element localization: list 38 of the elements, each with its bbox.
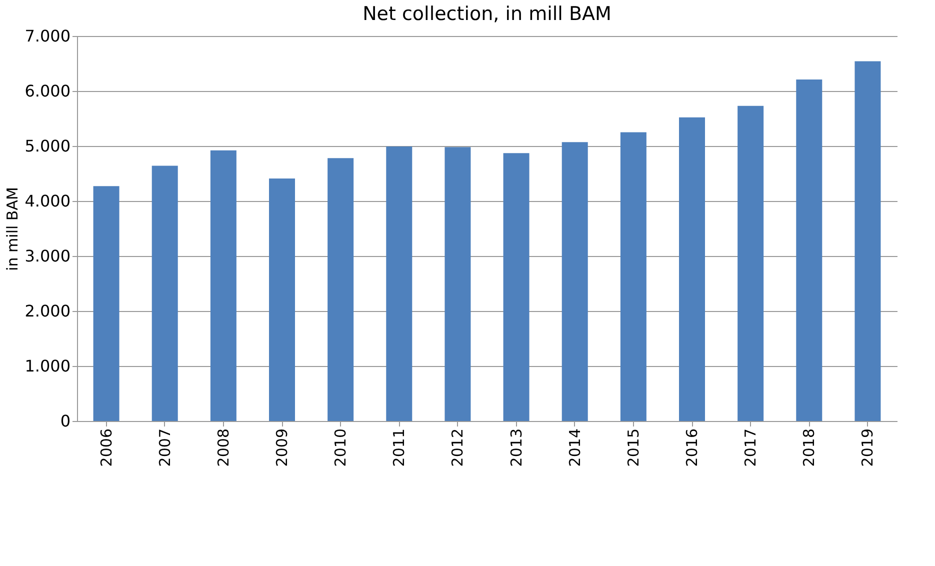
x-tick-label: 2007 xyxy=(156,428,174,467)
bar xyxy=(796,79,822,421)
y-tick-label: 1.000 xyxy=(24,356,70,376)
bar xyxy=(854,61,881,421)
y-tick-label: 7.000 xyxy=(24,26,70,46)
x-tick-label: 2018 xyxy=(800,428,818,467)
x-tick-label: 2014 xyxy=(566,428,584,467)
bar xyxy=(562,142,588,421)
chart-title: Net collection, in mill BAM xyxy=(362,3,612,25)
x-tick-label: 2019 xyxy=(858,428,877,467)
y-tick-label: 6.000 xyxy=(24,82,70,100)
x-tick-label: 2008 xyxy=(214,428,232,467)
bar xyxy=(93,186,120,421)
y-tick-label: 5.000 xyxy=(24,136,70,156)
bar xyxy=(503,153,530,421)
x-tick-label: 2011 xyxy=(390,428,408,467)
x-tick-label: 2017 xyxy=(742,428,760,467)
bar xyxy=(210,150,236,421)
bar xyxy=(620,132,646,421)
bar xyxy=(269,178,295,421)
x-tick-label: 2013 xyxy=(507,428,526,467)
y-tick-label: 2.000 xyxy=(24,302,70,320)
bar xyxy=(444,147,471,421)
x-tick-label: 2012 xyxy=(448,428,467,467)
y-axis-title: in mill BAM xyxy=(4,187,22,271)
y-tick-label: 3.000 xyxy=(24,246,70,266)
x-tick-label: 2015 xyxy=(624,428,642,467)
bar xyxy=(328,158,354,421)
x-tick-label: 2009 xyxy=(273,428,291,467)
bar xyxy=(386,146,412,421)
x-tick-label: 2016 xyxy=(683,428,701,467)
x-tick-label: 2010 xyxy=(332,428,350,467)
y-tick-label: 0 xyxy=(60,412,70,430)
y-tick-label: 4.000 xyxy=(24,192,70,210)
bar xyxy=(152,166,178,421)
bar xyxy=(738,106,764,421)
x-tick-label: 2006 xyxy=(97,428,116,467)
bar xyxy=(679,117,705,421)
